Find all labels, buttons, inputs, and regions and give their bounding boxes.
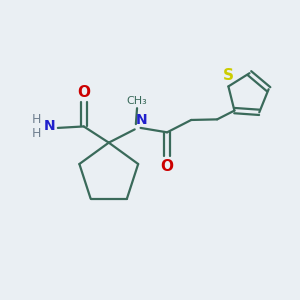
Text: O: O — [160, 159, 174, 174]
Text: N: N — [136, 113, 148, 127]
Text: S: S — [223, 68, 234, 83]
Text: H: H — [32, 113, 41, 127]
Text: O: O — [77, 85, 90, 100]
Text: N: N — [44, 118, 56, 133]
Text: H: H — [32, 127, 41, 140]
Text: CH₃: CH₃ — [127, 96, 147, 106]
